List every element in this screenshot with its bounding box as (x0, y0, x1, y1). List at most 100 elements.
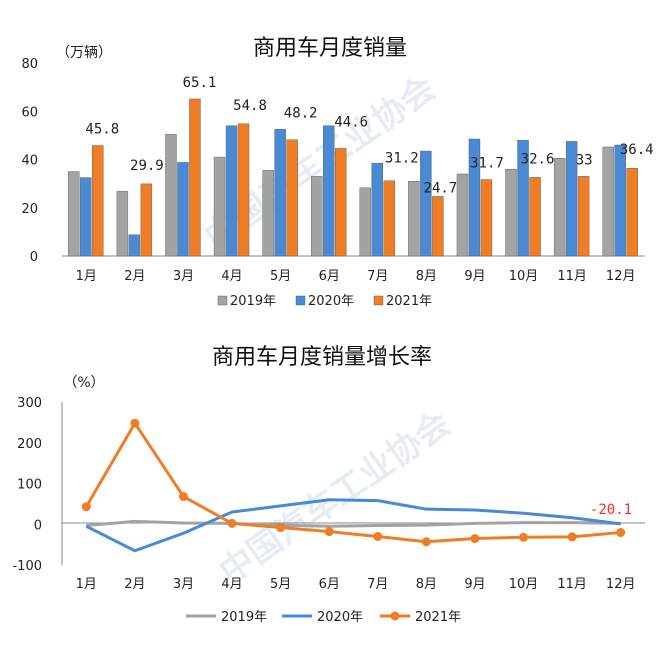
bar-legend-swatch-1 (295, 295, 306, 306)
bar-data-label: 24.7 (424, 180, 458, 196)
bar-2021年-11月 (577, 176, 590, 257)
line-point-3月 (178, 492, 188, 502)
bar-2021年-9月 (480, 179, 493, 257)
line-2019年 (86, 519, 621, 528)
bar-2020年-12月 (614, 144, 626, 257)
line-legend-marker (390, 611, 400, 621)
line-y-tick-label: 200 (17, 437, 42, 452)
bar-2021年-1月 (92, 145, 104, 257)
bar-x-tick-label: 4月 (221, 269, 242, 284)
bar-2021年-2月 (140, 183, 153, 257)
bar-y-tick-label: 20 (21, 202, 38, 217)
bar-legend-swatch-0 (217, 295, 228, 306)
bar-2020年-11月 (565, 141, 578, 257)
bar-legend-label: 2021年 (386, 294, 432, 309)
line-x-tick-label: 7月 (367, 577, 388, 592)
line-x-tick-label: 4月 (221, 577, 242, 592)
bar-x-tick-label: 9月 (464, 269, 485, 284)
line-x-axis: 1月 2月 3月 4月 5月 6月 7月 8月 9月 10月 11月 12月 (76, 577, 636, 592)
bar-y-axis: 0 20 40 60 80 (21, 57, 38, 265)
line-y-tick-label: 0 (34, 518, 42, 533)
bar-2021年-8月 (432, 196, 444, 257)
bar-x-axis: 1月 2月 3月 4月 5月 6月 7月 8月 9月 10月 11月 12月 (76, 269, 636, 284)
bar-2019年-3月 (165, 133, 177, 257)
line-point-4月 (227, 518, 237, 528)
bar-data-label: 48.2 (284, 106, 318, 122)
line-legend: 2019年 2020年 2021年 (186, 610, 461, 625)
line-point-6月 (324, 527, 334, 537)
bar-data-label: 45.8 (85, 122, 119, 138)
bar-x-tick-label: 6月 (319, 269, 340, 284)
line-point-12月 (616, 527, 626, 537)
bar-data-label: 29.9 (130, 158, 164, 174)
line-y-tick-label: 300 (17, 396, 42, 411)
line-chart: 商用车月度销量增长率 （%） -100 0 100 200 300 -20.1 1月 2月… (12, 345, 645, 625)
bar-y-tick-label: 0 (30, 250, 38, 265)
bar-2019年-6月 (311, 176, 323, 257)
bar-series (68, 98, 638, 257)
line-x-tick-label: 10月 (509, 577, 539, 592)
bar-2021年-7月 (383, 180, 395, 257)
bar-x-tick-label: 1月 (76, 269, 97, 284)
line-x-tick-label: 1月 (76, 577, 97, 592)
bar-2020年-6月 (323, 125, 335, 257)
bar-2019年-4月 (213, 156, 226, 257)
line-point-7月 (373, 531, 383, 541)
bar-2019年-2月 (116, 191, 129, 257)
bar-data-labels: 45.8 29.9 65.1 54.8 48.2 44.6 31.2 24.7 31.7 32.6… (85, 75, 653, 196)
bar-legend-label: 2020年 (308, 294, 354, 309)
bar-data-label: 65.1 (183, 75, 217, 91)
bar-data-label: 36.4 (620, 142, 654, 158)
bar-x-tick-label: 5月 (270, 269, 291, 284)
bar-2020年-5月 (274, 129, 286, 257)
bar-2021年-5月 (286, 139, 298, 257)
bar-2020年-3月 (177, 162, 189, 257)
line-series (81, 418, 626, 553)
bar-data-label: 54.8 (233, 98, 267, 114)
line-data-label-dec: -20.1 (590, 502, 632, 518)
line-point-11月 (567, 532, 577, 542)
bar-2020年-9月 (468, 138, 481, 257)
line-point-10月 (519, 532, 529, 542)
bar-data-label: 44.6 (334, 114, 368, 130)
line-point-2月 (130, 418, 140, 428)
bar-chart-title: 商用车月度销量 (253, 36, 407, 61)
bar-2020年-8月 (420, 150, 432, 257)
line-x-tick-label: 6月 (319, 577, 340, 592)
line-y-axis: -100 0 100 200 300 (12, 396, 42, 574)
bar-2019年-11月 (553, 158, 566, 257)
line-point-8月 (421, 537, 431, 547)
line-x-tick-label: 12月 (606, 577, 636, 592)
bar-2020年-10月 (517, 139, 529, 257)
bar-2020年-1月 (80, 177, 92, 257)
bar-y-tick-label: 60 (21, 105, 38, 120)
bar-data-label: 33 (576, 152, 593, 168)
bar-x-tick-label: 10月 (509, 269, 539, 284)
bar-2019年-8月 (408, 181, 420, 257)
line-data-labels: -20.1 (590, 502, 632, 518)
line-2021年 (84, 421, 621, 544)
watermark-cn-2: 中国汽车工业协会 (212, 404, 458, 593)
bar-2019年-12月 (602, 146, 614, 257)
bar-2021年-12月 (626, 167, 638, 257)
line-x-tick-label: 5月 (270, 577, 291, 592)
line-point-1月 (81, 502, 91, 512)
bar-2019年-7月 (359, 187, 371, 257)
bar-data-label: 32.6 (521, 151, 555, 167)
bar-legend: 2019年 2020年 2021年 (217, 294, 432, 309)
line-chart-unit: （%） (63, 375, 104, 391)
line-x-tick-label: 9月 (464, 577, 485, 592)
bar-x-tick-label: 12月 (606, 269, 636, 284)
line-legend-label: 2020年 (317, 610, 363, 625)
bar-2021年-10月 (529, 177, 541, 257)
bar-y-tick-label: 40 (21, 154, 38, 169)
line-2020年 (85, 498, 621, 553)
line-y-tick-label: 100 (17, 478, 42, 493)
bar-2019年-10月 (505, 168, 517, 257)
line-point-5月 (276, 523, 286, 533)
line-x-tick-label: 2月 (124, 577, 145, 592)
bar-x-tick-label: 7月 (367, 269, 388, 284)
bar-chart-unit: （万辆） (56, 45, 112, 61)
bar-2021年-3月 (189, 98, 201, 257)
